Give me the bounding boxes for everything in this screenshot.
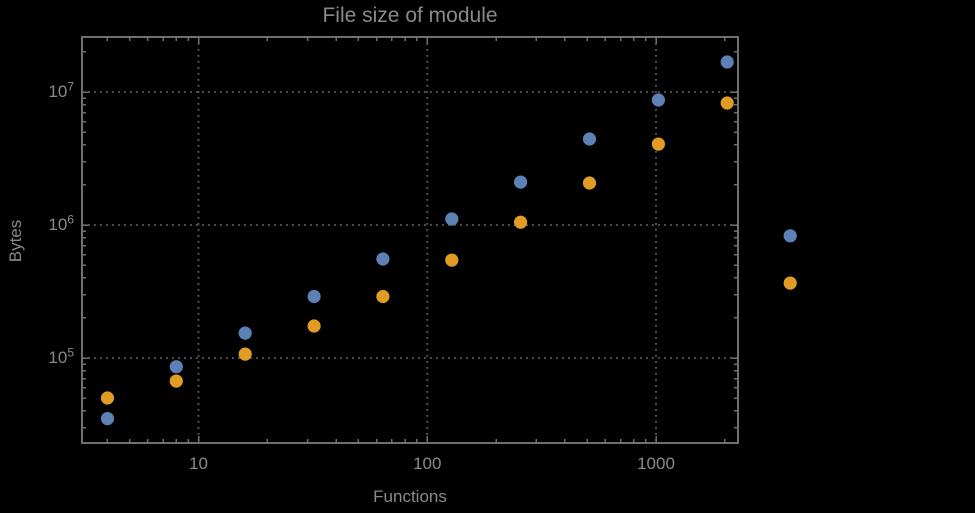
y-axis-label: Bytes [6, 219, 25, 263]
y-tick-base: 10 [48, 348, 68, 367]
data-point-blue [651, 93, 666, 107]
y-tick-label-1e5: 105 [48, 345, 74, 368]
y-tick-base: 10 [48, 215, 68, 234]
y-tick-exponent: 5 [67, 345, 74, 360]
x-tick-label-100: 100 [413, 454, 442, 473]
data-point-orange [238, 347, 252, 361]
data-point-blue [307, 289, 321, 304]
data-point-blue [514, 175, 528, 189]
data-point-blue [582, 132, 597, 146]
data-point-orange [169, 374, 183, 388]
data-point-blue [100, 412, 115, 426]
data-point-orange [376, 289, 390, 304]
data-point-orange [783, 276, 797, 290]
data-point-orange [651, 137, 666, 151]
y-tick-base: 10 [48, 82, 68, 101]
y-tick-exponent: 7 [67, 79, 74, 94]
chart-title: File size of module [322, 4, 498, 27]
data-point-blue [376, 252, 390, 266]
data-point-orange [100, 391, 115, 405]
data-point-orange [582, 176, 597, 190]
data-point-blue [238, 326, 252, 340]
x-axis-label: Functions [373, 487, 447, 506]
data-point-blue [169, 360, 183, 374]
data-point-orange [307, 319, 321, 333]
x-tick-label-1000: 1000 [637, 454, 675, 473]
y-tick-exponent: 6 [67, 212, 74, 227]
data-point-orange [514, 215, 528, 229]
y-tick-label-1e6: 106 [48, 212, 74, 235]
data-point-blue [720, 55, 734, 69]
data-point-blue [445, 212, 459, 226]
plot-frame [81, 36, 739, 444]
x-tick-label-10: 10 [189, 454, 208, 473]
data-point-orange [720, 96, 734, 110]
y-tick-label-1e7: 107 [48, 79, 74, 102]
data-point-orange [445, 253, 459, 267]
data-point-blue [783, 229, 797, 243]
